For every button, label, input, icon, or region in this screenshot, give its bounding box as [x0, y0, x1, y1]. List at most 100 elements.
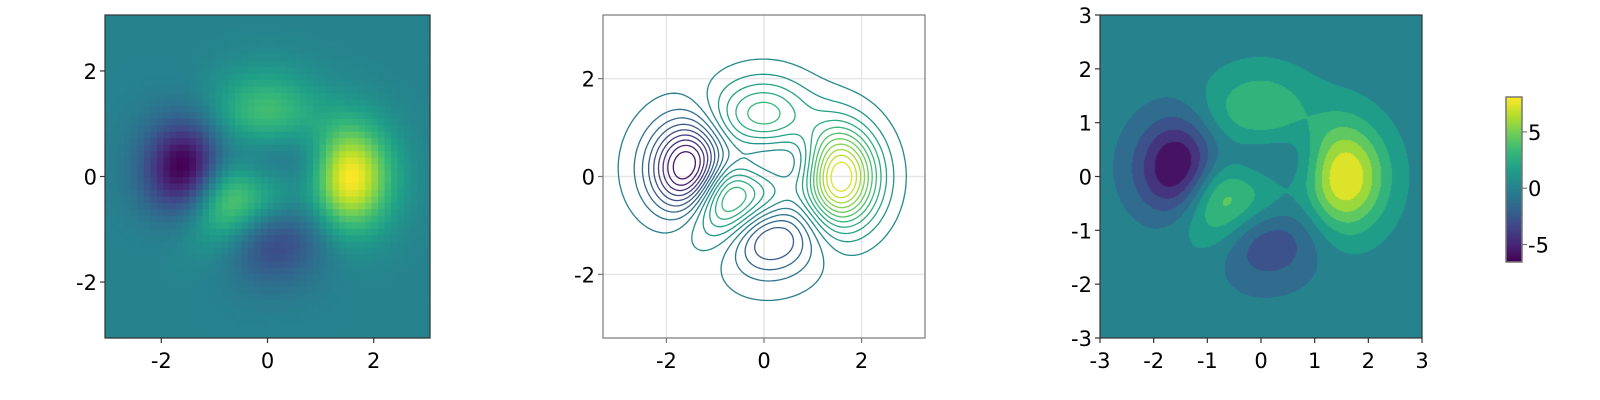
heatmap-cell: [274, 40, 282, 48]
heatmap-cell: [365, 202, 373, 210]
heatmap-cell: [234, 195, 242, 203]
heatmap-cell: [287, 105, 295, 113]
heatmap-cell: [189, 299, 197, 307]
heatmap-cell: [365, 34, 373, 42]
heatmap-cell: [300, 176, 308, 184]
heatmap-cell: [202, 118, 210, 126]
heatmap-cell: [384, 47, 392, 55]
heatmap-cell: [195, 228, 203, 236]
heatmap-cell: [117, 254, 125, 262]
heatmap-cell: [391, 195, 399, 203]
heatmap-cell: [293, 21, 301, 29]
heatmap-cell: [143, 305, 151, 313]
heatmap-cell: [313, 79, 321, 87]
heatmap-cell: [352, 53, 360, 61]
heatmap-cell: [156, 318, 164, 326]
heatmap-cell: [137, 157, 145, 165]
heatmap-cell: [423, 105, 431, 113]
heatmap-cell: [117, 131, 125, 139]
heatmap-cell: [215, 254, 223, 262]
heatmap-cell: [423, 215, 431, 223]
heatmap-cell: [358, 124, 366, 132]
heatmap-cell: [371, 208, 379, 216]
heatmap-cell: [332, 312, 340, 320]
heatmap-cell: [345, 176, 353, 184]
heatmap-cell: [221, 299, 229, 307]
heatmap-cell: [208, 266, 216, 274]
heatmap-cell: [208, 260, 216, 268]
heatmap-cell: [117, 202, 125, 210]
heatmap-cell: [319, 47, 327, 55]
heatmap-cell: [260, 273, 268, 281]
heatmap-cell: [417, 234, 425, 242]
heatmap-cell: [111, 34, 119, 42]
heatmap-cell: [371, 111, 379, 119]
heatmap-cell: [195, 176, 203, 184]
heatmap-cell: [260, 215, 268, 223]
heatmap-cell: [234, 208, 242, 216]
heatmap-cell: [202, 150, 210, 158]
heatmap-cell: [156, 66, 164, 74]
heatmap-cell: [300, 98, 308, 106]
heatmap-cell: [124, 312, 132, 320]
heatmap-cell: [215, 176, 223, 184]
heatmap-cell: [293, 228, 301, 236]
heatmap-cell: [124, 170, 132, 177]
heatmap-cell: [137, 273, 145, 281]
heatmap-cell: [345, 266, 353, 274]
heatmap-cell: [241, 118, 249, 126]
heatmap-cell: [410, 105, 418, 113]
heatmap-cell: [404, 260, 412, 268]
heatmap-cell: [137, 34, 145, 42]
heatmap-cell: [189, 53, 197, 61]
heatmap-cell: [280, 331, 288, 339]
heatmap-cell: [423, 34, 431, 42]
heatmap-cell: [417, 221, 425, 229]
heatmap-cell: [274, 144, 282, 152]
heatmap-cell: [182, 92, 190, 100]
heatmap-cell: [417, 98, 425, 106]
heatmap-cell: [124, 144, 132, 152]
heatmap-cell: [378, 176, 386, 184]
heatmap-cell: [176, 27, 184, 35]
heatmap-cell: [104, 124, 112, 132]
heatmap-cell: [169, 73, 177, 81]
heatmap-cell: [124, 318, 132, 326]
heatmap-cell: [182, 157, 190, 165]
heatmap-cell: [313, 247, 321, 255]
heatmap-cell: [267, 325, 275, 333]
heatmap-cell: [397, 279, 405, 287]
heatmap-cell: [313, 60, 321, 68]
heatmap-cell: [156, 137, 164, 145]
heatmap-cell: [410, 221, 418, 229]
heatmap-cell: [352, 157, 360, 165]
heatmap-cell: [208, 86, 216, 93]
heatmap-cell: [287, 86, 295, 93]
heatmap-cell: [143, 92, 151, 100]
heatmap-cell: [397, 189, 405, 197]
heatmap-cell: [169, 92, 177, 100]
colorbar-gradient: [1506, 97, 1522, 262]
heatmap-cell: [234, 53, 242, 61]
heatmap-cell: [130, 92, 138, 100]
contour-level-20: [830, 161, 853, 192]
heatmap-cell: [384, 105, 392, 113]
heatmap-cell: [293, 318, 301, 326]
heatmap-cell: [137, 163, 145, 171]
heatmap-cell: [143, 73, 151, 81]
heatmap-cell: [358, 228, 366, 236]
heatmap-cell: [404, 215, 412, 223]
heatmap-cell: [215, 163, 223, 171]
heatmap-cell: [130, 182, 138, 190]
heatmap-cell: [378, 131, 386, 139]
heatmap-cell: [169, 157, 177, 165]
heatmap-cell: [169, 228, 177, 236]
heatmap-cell: [339, 170, 347, 177]
heatmap-cell: [352, 86, 360, 93]
heatmap-cell: [195, 208, 203, 216]
heatmap-cell: [384, 292, 392, 300]
heatmap-cell: [111, 40, 119, 48]
heatmap-cell: [417, 53, 425, 61]
heatmap-cell: [365, 47, 373, 55]
heatmap-cell: [332, 53, 340, 61]
